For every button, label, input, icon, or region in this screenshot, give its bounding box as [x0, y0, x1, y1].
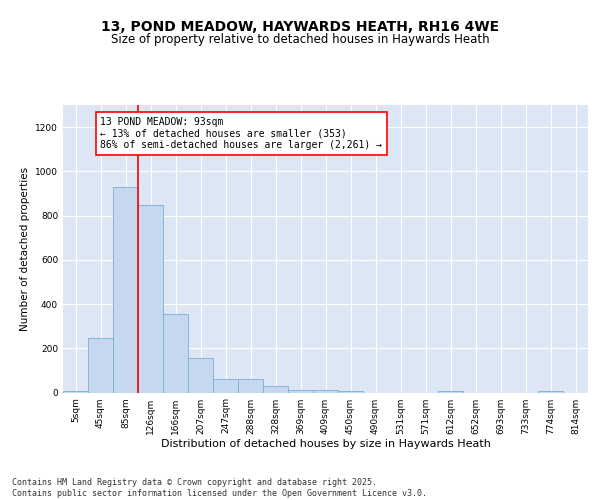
Bar [63, 390, 88, 392]
Bar [288, 390, 313, 392]
Bar [313, 390, 338, 392]
X-axis label: Distribution of detached houses by size in Haywards Heath: Distribution of detached houses by size … [161, 440, 490, 450]
Bar [263, 386, 288, 392]
Bar [88, 338, 113, 392]
Bar [538, 390, 563, 392]
Text: Size of property relative to detached houses in Haywards Heath: Size of property relative to detached ho… [110, 32, 490, 46]
Y-axis label: Number of detached properties: Number of detached properties [20, 166, 29, 331]
Bar [113, 187, 138, 392]
Text: Contains HM Land Registry data © Crown copyright and database right 2025.
Contai: Contains HM Land Registry data © Crown c… [12, 478, 427, 498]
Bar [438, 390, 463, 392]
Bar [188, 358, 213, 392]
Bar [138, 204, 163, 392]
Bar [213, 378, 238, 392]
Bar [238, 378, 263, 392]
Text: 13 POND MEADOW: 93sqm
← 13% of detached houses are smaller (353)
86% of semi-det: 13 POND MEADOW: 93sqm ← 13% of detached … [101, 117, 383, 150]
Bar [163, 314, 188, 392]
Text: 13, POND MEADOW, HAYWARDS HEATH, RH16 4WE: 13, POND MEADOW, HAYWARDS HEATH, RH16 4W… [101, 20, 499, 34]
